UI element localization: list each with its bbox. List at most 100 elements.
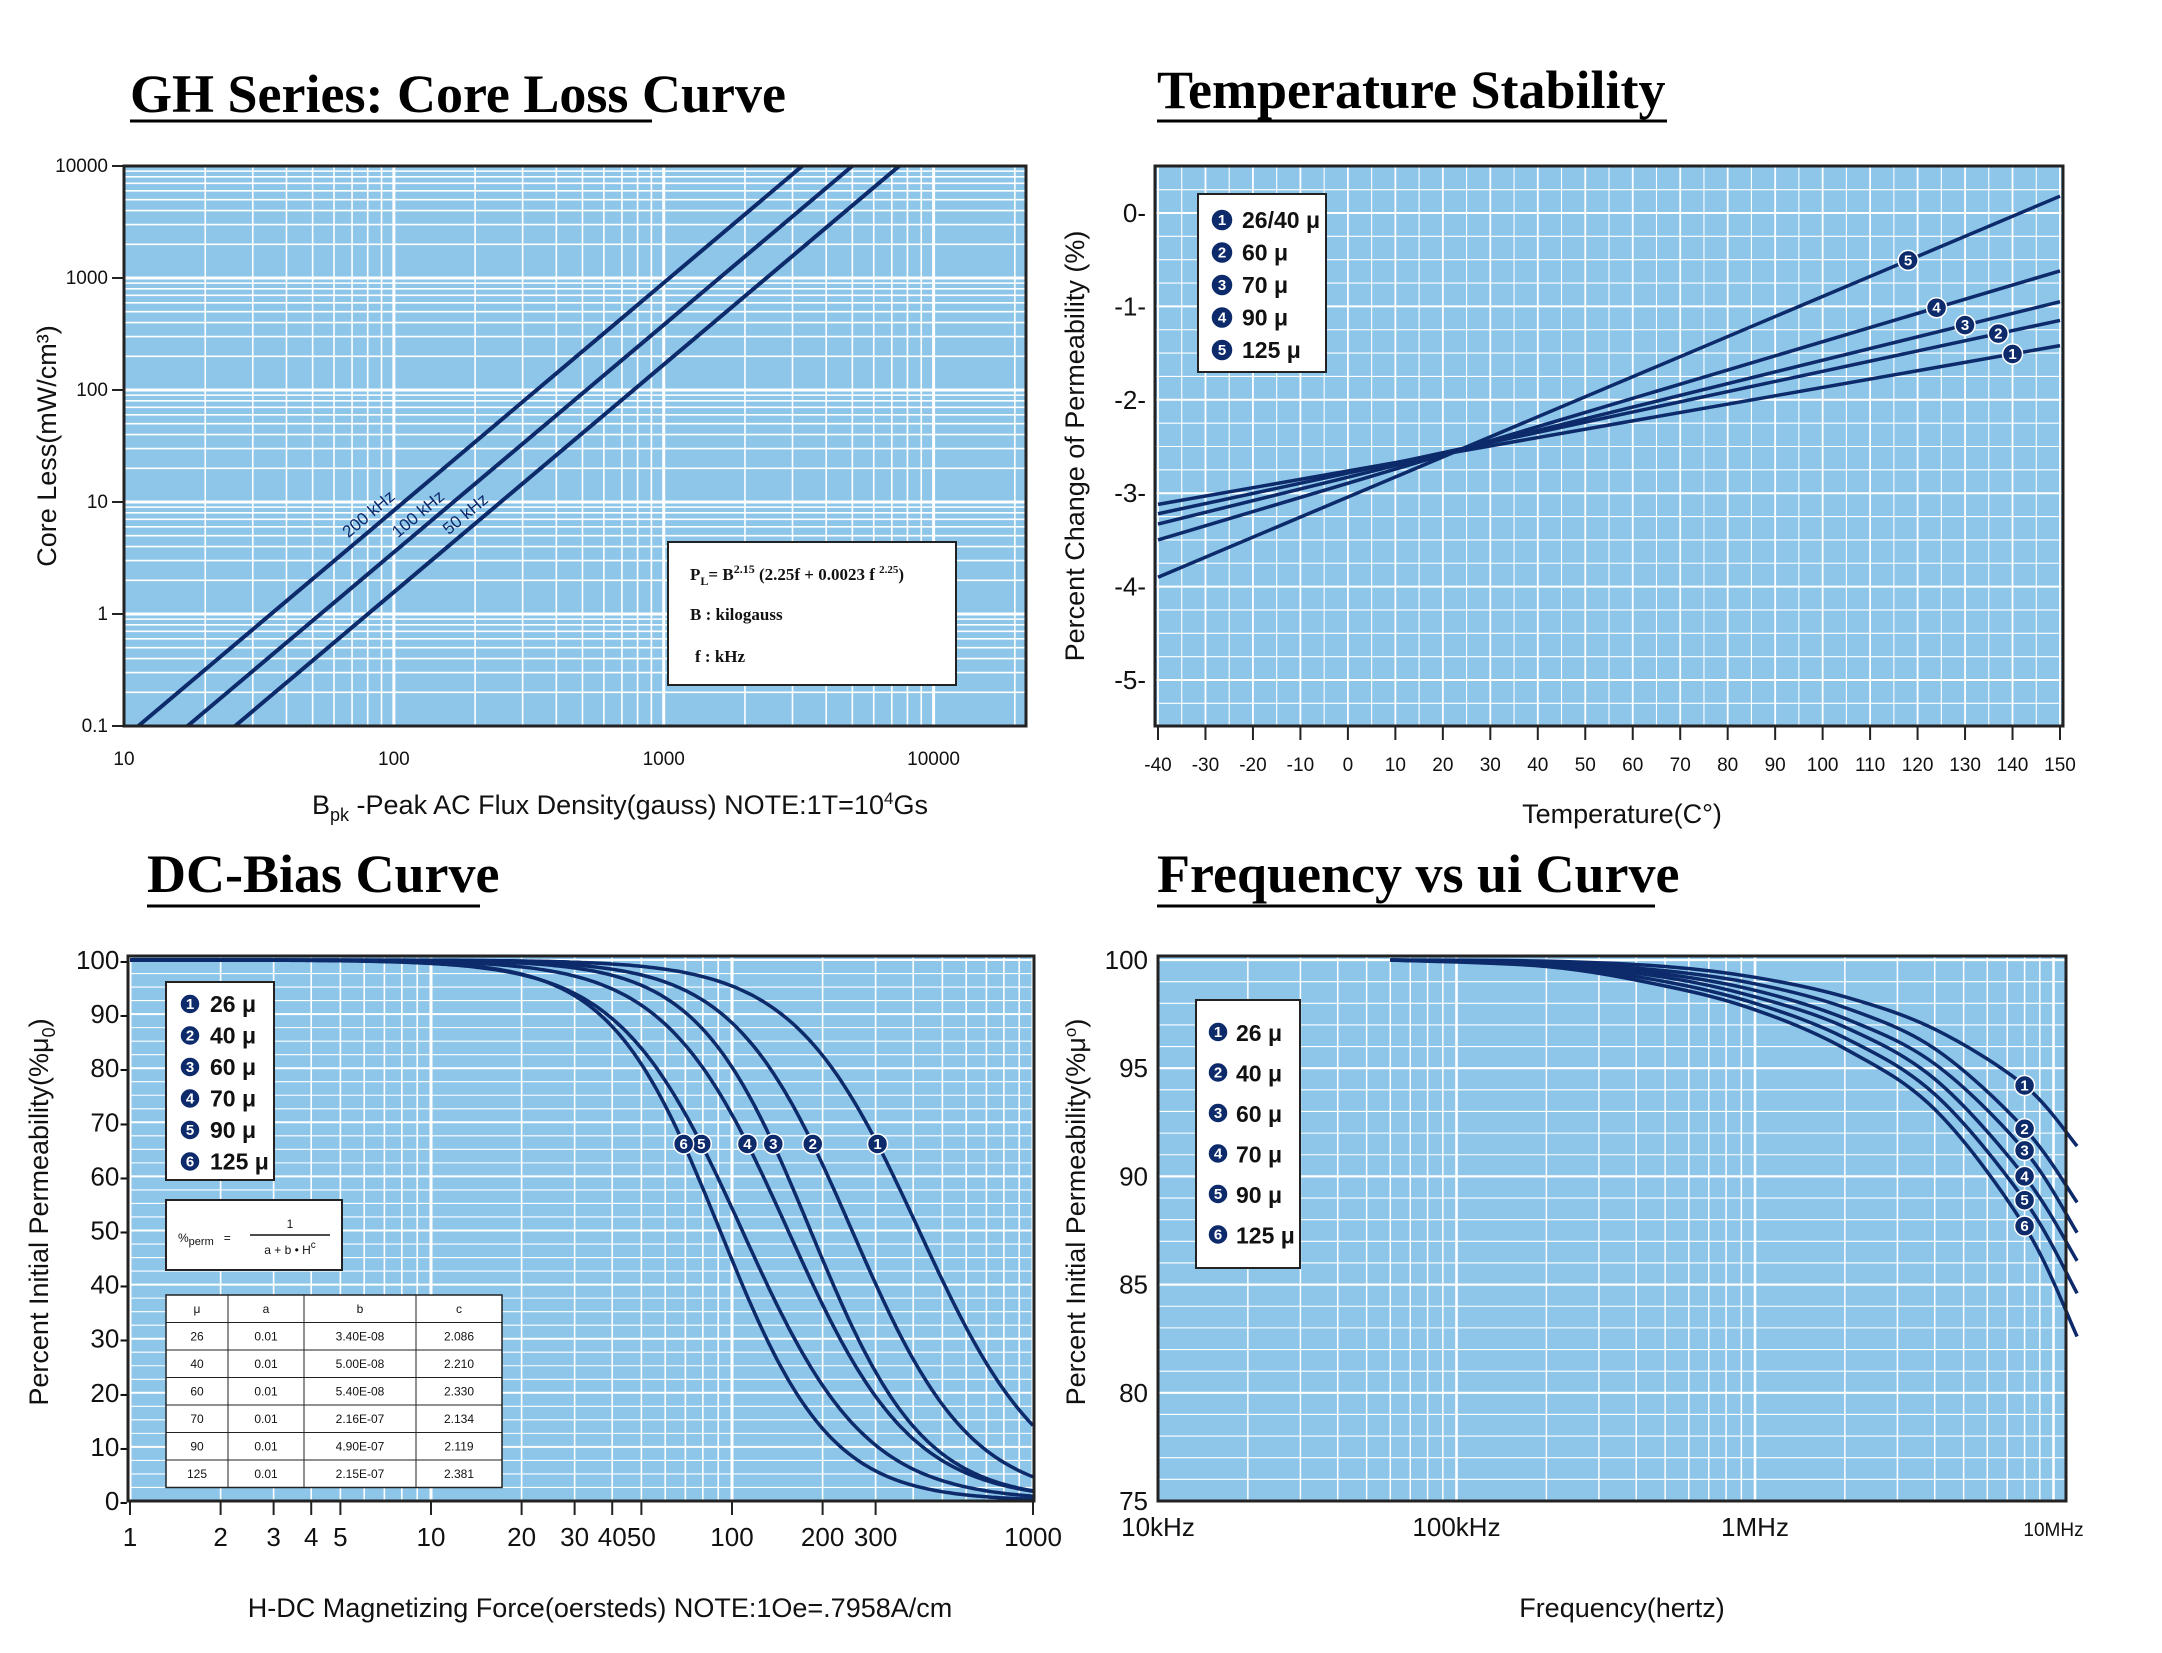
- y-tick-label: 10000: [55, 156, 108, 177]
- freq-legend-marker-1-circle: [1207, 1021, 1229, 1043]
- dc-table-cell: 0.01: [254, 1357, 278, 1371]
- freq-curve-marker-1-circle: [2013, 1074, 2036, 1097]
- x-tick-label: 50: [1575, 755, 1596, 776]
- dc-legend-label-1: 26 μ: [210, 991, 256, 1017]
- x-tick-label: 150: [2044, 755, 2076, 776]
- dc-curve-marker-4-number: 4: [743, 1136, 752, 1153]
- x-tick-label: 80: [1717, 755, 1738, 776]
- core-loss-title: GH Series: Core Loss Curve: [130, 64, 786, 124]
- dc-curve-marker-3-circle: [762, 1133, 785, 1155]
- temp-stability-y-ticks: 0- -1- -2- -3- -4- -5-: [1114, 198, 1146, 695]
- temp-curve-marker-1-circle: [2001, 343, 2024, 365]
- x-tick-label: 5: [333, 1522, 347, 1552]
- freq-curve-marker-3-circle: [2013, 1139, 2036, 1162]
- dc-table-cell: 0.01: [254, 1467, 278, 1481]
- dc-bias-frame: [126, 954, 1036, 1503]
- x-tick-label: -40: [1144, 755, 1171, 776]
- dc-table-cell: 2.119: [444, 1440, 473, 1454]
- x-tick-label: 10MHz: [2023, 1520, 2083, 1541]
- y-tick-label: 10-: [90, 1432, 128, 1462]
- dc-formula-lhs: %perm =: [178, 1231, 231, 1248]
- freq-ui-y-ticks: 75 80 85 90 95 100: [1105, 945, 1148, 1516]
- freq-curve-marker-5-number: 5: [2020, 1192, 2028, 1209]
- freq-legend-marker-6-number: 6: [1214, 1227, 1222, 1244]
- freq-legend-label-5: 90 μ: [1236, 1182, 1282, 1208]
- x-tick-label: 60: [1622, 755, 1643, 776]
- core-loss-line-3: [233, 164, 901, 728]
- temp-curve-marker-4-number: 4: [1932, 300, 1941, 317]
- freq-legend-marker-3-circle: [1207, 1102, 1229, 1124]
- dc-bias-x-ticks: 1 2 3 4 5 10 20 30 40 50 100 200 300 1000: [123, 1501, 1062, 1552]
- dc-table-cell: 2.381: [444, 1467, 474, 1481]
- x-tick-label: 50: [627, 1522, 656, 1552]
- dc-formula-eq: =: [224, 1231, 231, 1245]
- temp-legend-label-1: 26/40 μ: [1242, 207, 1320, 233]
- dc-curve-marker-4-circle: [736, 1133, 759, 1155]
- freq-legend-box: [1195, 999, 1301, 1269]
- temp-legend-label-2: 60 μ: [1242, 240, 1288, 266]
- x-tick-label: 0: [1343, 755, 1354, 776]
- freq-legend-label-6: 125 μ: [1236, 1223, 1295, 1249]
- dc-y-label-sub: 0: [39, 1027, 59, 1037]
- x-tick-label: 1000: [643, 749, 685, 770]
- dc-formula-den: a + b • Hc: [264, 1240, 316, 1257]
- dc-table-cell: 0.01: [254, 1412, 278, 1426]
- temp-stability-legend: 1 26/40 μ 2 60 μ 3 70 μ 4 90 μ 5 125 μ: [1197, 193, 1327, 373]
- dc-legend-label-3: 60 μ: [210, 1054, 256, 1080]
- freq-legend-marker-2-circle: [1207, 1061, 1229, 1084]
- y-tick-label: 95: [1119, 1053, 1148, 1083]
- core-loss-line-1: [137, 164, 804, 728]
- dc-table-cell: 5.40E-08: [336, 1385, 385, 1399]
- x-tick-label: 10kHz: [1121, 1512, 1195, 1542]
- dc-bias-legend: 1 26 μ 2 40 μ 3 60 μ 4 70 μ 5 90 μ 6 125 μ: [165, 981, 275, 1181]
- freq-ui-x-ticks: 10kHz 100kHz 1MHz 10MHz: [1121, 1512, 2083, 1542]
- dc-curve-marker-3-number: 3: [769, 1136, 777, 1153]
- freq-ui-y-axis-label: Percent Initial Permeability(%μo): [1061, 1019, 1091, 1406]
- temp-curve-marker-2-number: 2: [1994, 326, 2002, 343]
- formula-exp1: 2.15: [734, 562, 755, 576]
- temp-curve-marker-1-number: 1: [2008, 346, 2016, 363]
- temp-legend-label-3: 70 μ: [1242, 272, 1288, 298]
- freq-legend-marker-4-number: 4: [1214, 1146, 1223, 1163]
- dc-legend-label-5: 90 μ: [210, 1117, 256, 1143]
- fq-y-label-end: ): [1061, 1019, 1091, 1028]
- dc-legend-marker-4-circle: [179, 1087, 201, 1110]
- dc-legend-marker-2-number: 2: [186, 1028, 194, 1045]
- x-tick-label: 2: [213, 1522, 227, 1552]
- temp-curve-marker-5-number: 5: [1904, 252, 1912, 269]
- freq-ui-chart: Frequency vs ui Curve 1 2 3 4 5 6 10kHz 100kHz…: [1061, 844, 2084, 1623]
- y-tick-label: 30-: [90, 1324, 128, 1354]
- y-tick-label: 50-: [90, 1216, 128, 1246]
- dc-curve-marker-2-number: 2: [809, 1136, 817, 1153]
- dc-curve-marker-1-circle: [866, 1133, 889, 1155]
- x-tick-label: -10: [1287, 755, 1314, 776]
- temp-legend-label-5: 125 μ: [1242, 337, 1301, 363]
- dc-legend-label-6: 125 μ: [210, 1149, 269, 1175]
- freq-legend-label-3: 60 μ: [1236, 1101, 1282, 1127]
- formula-line-2: B : kilogauss: [690, 605, 783, 624]
- dc-curve-marker-2-circle: [802, 1133, 824, 1155]
- y-tick-label: 0-: [1123, 198, 1146, 228]
- dc-curve-marker-1-number: 1: [873, 1136, 881, 1153]
- temp-legend-label-4: 90 μ: [1242, 305, 1288, 331]
- formula-line-3: f : kHz: [695, 647, 746, 666]
- dc-table-header: μ: [194, 1302, 201, 1316]
- x-label-gs: Gs: [893, 790, 928, 820]
- dc-legend-marker-1-number: 1: [186, 996, 194, 1013]
- dc-formula-den-exp: c: [311, 1240, 316, 1251]
- x-tick-label: 140: [1997, 755, 2029, 776]
- formula-p: P: [690, 565, 700, 584]
- y-tick-label: 85: [1119, 1270, 1148, 1300]
- x-tick-label: 10: [417, 1522, 446, 1552]
- y-tick-label: -2-: [1114, 385, 1146, 415]
- dc-table-cell: 0.01: [254, 1440, 278, 1454]
- dc-legend-marker-4-number: 4: [186, 1091, 195, 1108]
- temp-stability-frame: [1153, 164, 2065, 728]
- formula-box-bg: [667, 541, 957, 686]
- dc-table-cell: 0.01: [254, 1385, 278, 1399]
- temp-legend-marker-2-circle: [1210, 240, 1234, 265]
- freq-ui-x-axis-label: Frequency(hertz): [1519, 1593, 1725, 1623]
